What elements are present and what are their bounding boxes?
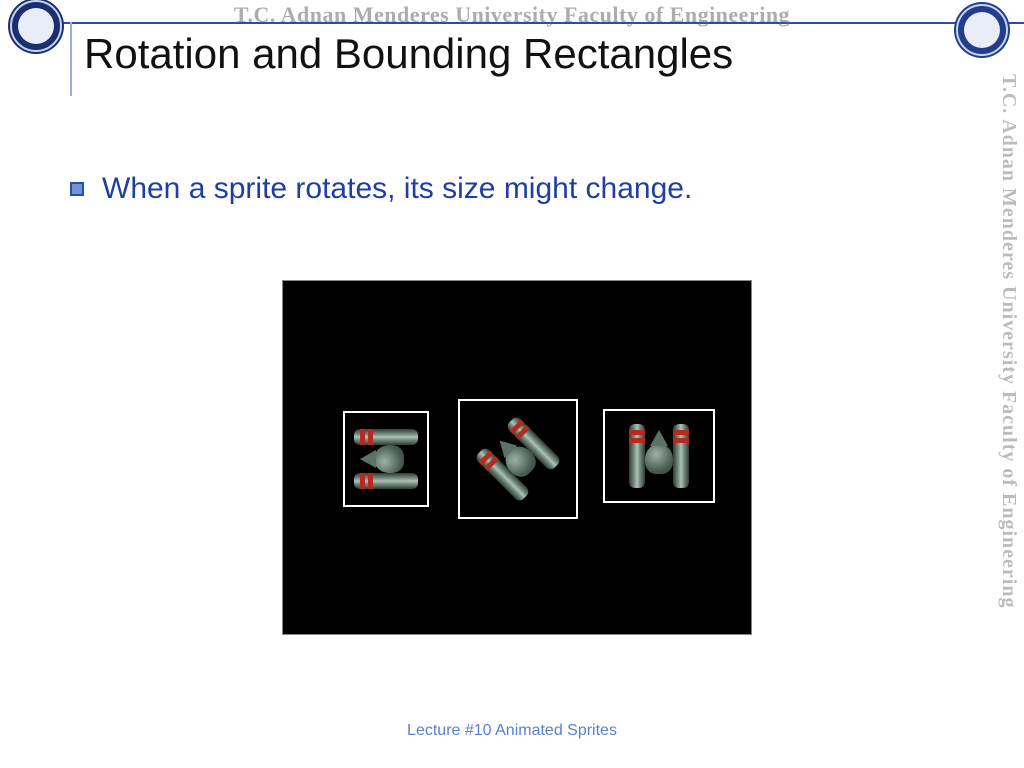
page-title: Rotation and Bounding Rectangles <box>84 30 733 78</box>
bullet-marker-icon <box>70 182 84 196</box>
bounding-box-3 <box>603 409 715 503</box>
bounding-box-2 <box>458 399 578 519</box>
footer-text: Lecture #10 Animated Sprites <box>0 722 1024 740</box>
bounding-box-1 <box>343 411 429 507</box>
sprite-canvas <box>283 281 751 634</box>
sprite-viewport <box>282 280 752 635</box>
bullet-item: When a sprite rotates, its size might ch… <box>70 172 692 206</box>
watermark-side: T.C. Adnan Menderes University Faculty o… <box>996 74 1020 694</box>
watermark-top: T.C. Adnan Menderes University Faculty o… <box>0 2 1024 28</box>
title-accent-rule <box>70 22 72 96</box>
bullet-text: When a sprite rotates, its size might ch… <box>102 172 692 206</box>
